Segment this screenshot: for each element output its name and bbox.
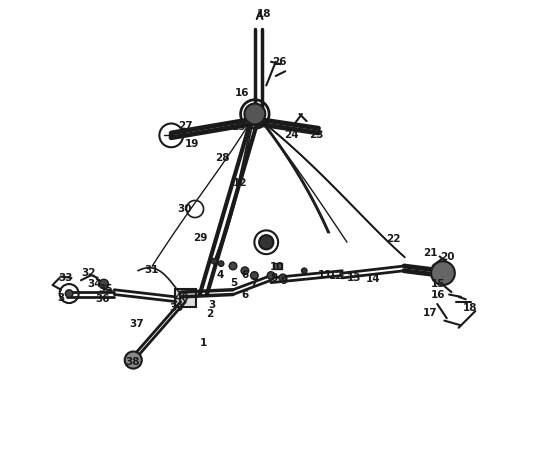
Circle shape	[99, 279, 108, 289]
Circle shape	[229, 262, 237, 270]
Text: 23: 23	[309, 130, 324, 141]
Text: 33: 33	[59, 273, 73, 283]
Text: 36: 36	[95, 294, 109, 304]
Text: 5: 5	[230, 277, 237, 288]
Text: 40: 40	[175, 293, 189, 304]
Text: 27: 27	[178, 121, 193, 131]
Circle shape	[125, 352, 142, 369]
FancyBboxPatch shape	[273, 263, 282, 269]
Text: 34: 34	[87, 279, 101, 289]
Text: 16: 16	[431, 290, 446, 301]
Circle shape	[267, 272, 275, 279]
Text: 10: 10	[269, 262, 284, 272]
Text: 3: 3	[208, 300, 215, 310]
Text: 8: 8	[270, 273, 278, 283]
Text: 11: 11	[318, 269, 332, 280]
Text: 12: 12	[330, 271, 344, 282]
Text: 19: 19	[184, 139, 199, 149]
Text: 3: 3	[57, 293, 64, 304]
Text: 35: 35	[99, 284, 113, 294]
Text: 12: 12	[233, 178, 247, 188]
Circle shape	[218, 261, 224, 266]
Circle shape	[241, 267, 249, 275]
Text: 29: 29	[193, 233, 208, 244]
Text: 18: 18	[257, 9, 272, 19]
Text: 18: 18	[463, 303, 478, 313]
Text: 28: 28	[215, 152, 230, 163]
Circle shape	[211, 258, 217, 264]
Text: 24: 24	[284, 130, 299, 141]
Text: 38: 38	[125, 357, 139, 367]
Circle shape	[250, 272, 258, 279]
Text: 7: 7	[250, 277, 257, 288]
Circle shape	[431, 261, 455, 285]
Text: 16: 16	[235, 87, 250, 98]
Text: 25: 25	[231, 122, 246, 133]
Text: 37: 37	[130, 319, 144, 329]
Text: 15: 15	[431, 279, 446, 289]
Text: 32: 32	[81, 268, 95, 278]
Text: 4: 4	[216, 269, 223, 280]
Circle shape	[259, 235, 273, 249]
Circle shape	[66, 290, 73, 297]
Text: 20: 20	[441, 252, 455, 263]
Text: 14: 14	[366, 274, 381, 284]
Text: 9: 9	[280, 276, 287, 286]
Text: 6: 6	[241, 269, 248, 280]
Text: 17: 17	[423, 308, 438, 319]
Circle shape	[279, 274, 287, 282]
Text: 6: 6	[241, 290, 248, 301]
Circle shape	[244, 104, 265, 124]
Circle shape	[301, 268, 307, 274]
FancyBboxPatch shape	[175, 289, 196, 307]
Text: 1: 1	[200, 338, 207, 348]
Text: 31: 31	[144, 265, 159, 275]
Text: 22: 22	[386, 234, 401, 244]
Text: 13: 13	[346, 273, 361, 283]
Text: 21: 21	[423, 248, 437, 258]
Text: 30: 30	[177, 204, 192, 214]
Text: 39: 39	[170, 303, 184, 313]
Text: 2: 2	[207, 309, 214, 320]
Text: 26: 26	[272, 57, 287, 67]
